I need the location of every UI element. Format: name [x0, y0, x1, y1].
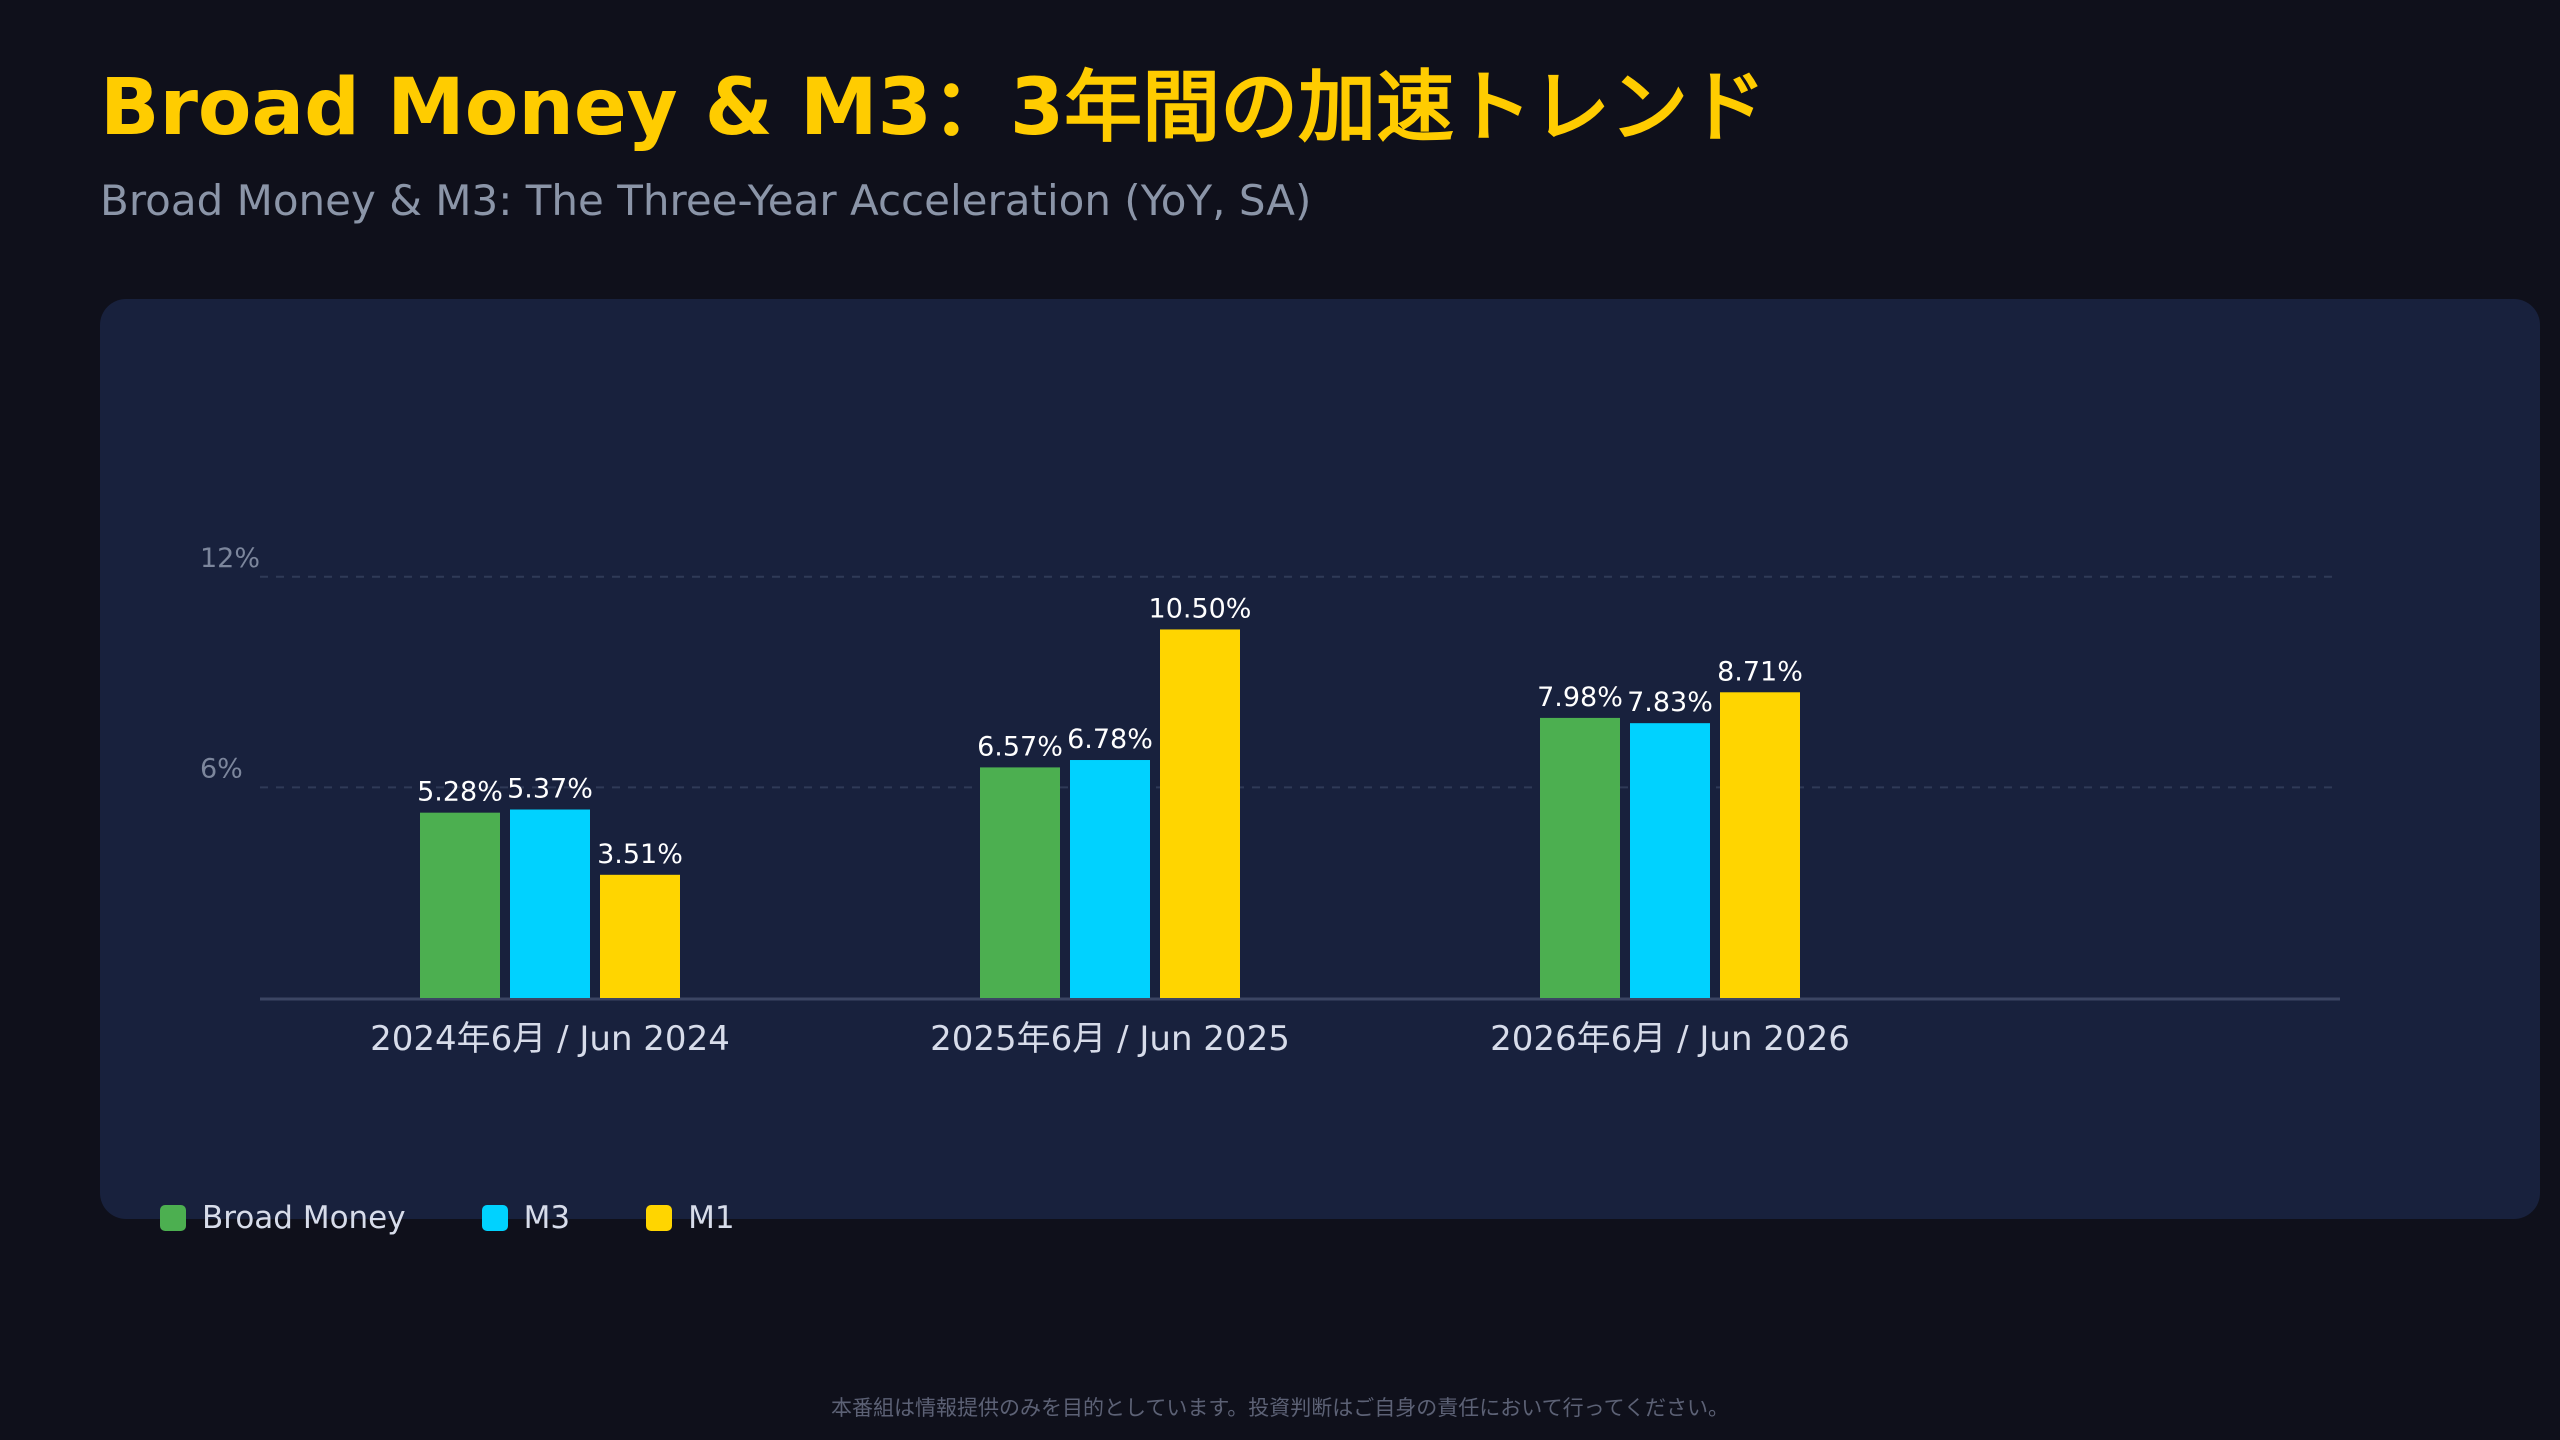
- page-title: Broad Money & M3：3年間の加速トレンド: [100, 63, 1767, 153]
- grid-layer: [260, 575, 2340, 1001]
- data-label: 5.28%: [417, 777, 503, 808]
- legend-label: Broad Money: [202, 1200, 406, 1236]
- legend-item: M3: [481, 1200, 571, 1236]
- disclaimer-text: 本番組は情報提供のみを目的としています。投資判断はご自身の責任において行ってくだ…: [831, 1396, 1729, 1420]
- page-subtitle: Broad Money & M3: The Three-Year Acceler…: [100, 176, 1312, 225]
- x-tick-label: 2026年6月 / Jun 2026: [1490, 1019, 1850, 1059]
- legend-label: M3: [523, 1200, 571, 1236]
- legend-swatch: [481, 1205, 508, 1231]
- bar-m1: [1160, 629, 1240, 998]
- chart-panel: [100, 299, 2540, 1219]
- bar-layer: [420, 629, 1800, 998]
- legend-item: Broad Money: [160, 1200, 406, 1236]
- data-label: 8.71%: [1717, 656, 1803, 687]
- x-tick-label: 2024年6月 / Jun 2024: [370, 1019, 730, 1059]
- x-tick-label: 2025年6月 / Jun 2025: [930, 1019, 1290, 1059]
- data-label: 7.98%: [1537, 682, 1623, 713]
- bar-m3: [1630, 723, 1710, 998]
- data-label: 6.78%: [1067, 724, 1153, 755]
- chart-legend: Broad Money M3 M1: [160, 1200, 811, 1236]
- label-layer: 6% 12% 5.28% 5.37% 3.51% 2024年6月 / Jun 2024 6.…: [200, 543, 1850, 1059]
- legend-swatch: [160, 1205, 186, 1231]
- y-tick-label: 6%: [200, 753, 243, 784]
- y-tick-label: 12%: [200, 543, 260, 574]
- bar-broad-money: [980, 767, 1060, 998]
- legend-item: M1: [646, 1200, 735, 1236]
- data-label: 5.37%: [507, 774, 593, 805]
- legend-label: M1: [688, 1200, 735, 1236]
- data-label: 10.50%: [1149, 593, 1252, 624]
- data-label: 7.83%: [1627, 687, 1713, 718]
- bar-m1: [1720, 692, 1800, 998]
- bar-m1: [600, 874, 680, 998]
- bar-broad-money: [420, 812, 500, 998]
- legend-swatch: [646, 1205, 673, 1231]
- data-label: 6.57%: [977, 731, 1063, 762]
- bar-m3: [1070, 760, 1150, 998]
- data-label: 3.51%: [597, 839, 683, 870]
- bar-m3: [510, 809, 590, 998]
- bar-broad-money: [1540, 717, 1620, 998]
